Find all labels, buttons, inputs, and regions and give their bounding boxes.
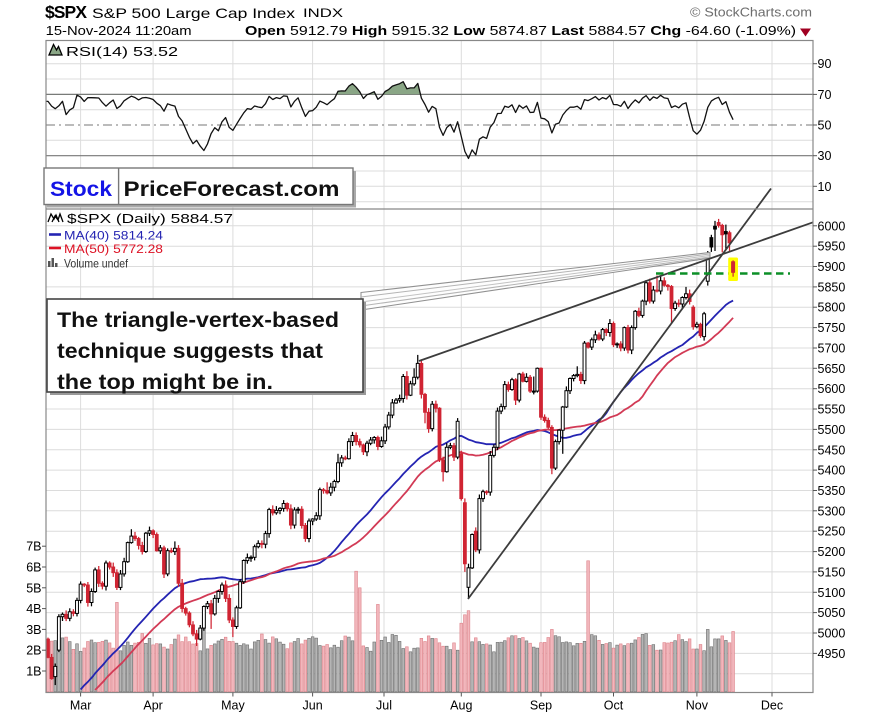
svg-text:The triangle-vertex-based: The triangle-vertex-based (57, 308, 339, 332)
svg-text:1B: 1B (26, 665, 41, 679)
svg-text:5B: 5B (26, 581, 41, 595)
svg-text:5850: 5850 (818, 280, 846, 294)
svg-text:PriceForecast.com: PriceForecast.com (124, 177, 340, 201)
svg-text:5900: 5900 (818, 260, 846, 274)
svg-text:5200: 5200 (818, 545, 846, 559)
svg-text:10: 10 (818, 180, 832, 194)
svg-text:5650: 5650 (818, 362, 846, 376)
svg-text:Volume undef: Volume undef (64, 257, 129, 271)
svg-text:5600: 5600 (818, 382, 846, 396)
svg-text:5050: 5050 (818, 606, 846, 620)
svg-text:S&P 500 Large Cap Index: S&P 500 Large Cap Index (92, 6, 295, 21)
svg-text:5150: 5150 (818, 565, 846, 579)
svg-text:30: 30 (818, 149, 832, 163)
svg-text:5950: 5950 (818, 240, 846, 254)
svg-text:Aug: Aug (450, 699, 472, 713)
svg-text:5300: 5300 (818, 504, 846, 518)
svg-text:6B: 6B (26, 561, 41, 575)
svg-text:Open 5912.79 High 5915.32 Low: Open 5912.79 High 5915.32 Low 5874.87 La… (245, 23, 796, 38)
svg-text:$SPX: $SPX (45, 2, 87, 22)
svg-text:50: 50 (818, 119, 832, 133)
svg-text:Oct: Oct (604, 699, 624, 713)
svg-text:70: 70 (818, 88, 832, 102)
svg-text:Apr: Apr (143, 699, 162, 713)
svg-text:3B: 3B (26, 623, 41, 637)
svg-text:7B: 7B (26, 540, 41, 554)
svg-text:5700: 5700 (818, 342, 846, 356)
svg-text:5000: 5000 (818, 627, 846, 641)
svg-text:Nov: Nov (686, 699, 709, 713)
svg-text:the top might be in.: the top might be in. (57, 370, 273, 394)
svg-text:Jun: Jun (303, 699, 323, 713)
svg-text:$SPX (Daily) 5884.57: $SPX (Daily) 5884.57 (67, 211, 233, 226)
svg-text:5500: 5500 (818, 423, 846, 437)
svg-text:Jul: Jul (376, 699, 392, 713)
svg-text:4B: 4B (26, 602, 41, 616)
svg-text:5400: 5400 (818, 464, 846, 478)
svg-text:90: 90 (818, 57, 832, 71)
svg-text:Dec: Dec (761, 699, 783, 713)
svg-text:INDX: INDX (303, 6, 343, 20)
svg-text:5250: 5250 (818, 525, 846, 539)
svg-text:RSI(14) 53.52: RSI(14) 53.52 (66, 44, 178, 59)
svg-text:May: May (221, 699, 245, 713)
svg-text:Sep: Sep (530, 699, 552, 713)
svg-text:5450: 5450 (818, 443, 846, 457)
svg-text:Stock: Stock (50, 177, 112, 201)
svg-text:5350: 5350 (818, 484, 846, 498)
svg-text:15-Nov-2024 11:20am: 15-Nov-2024 11:20am (46, 23, 192, 38)
svg-text:4950: 4950 (818, 647, 846, 661)
svg-text:MA(40) 5814.24: MA(40) 5814.24 (64, 229, 163, 243)
svg-text:© StockCharts.com: © StockCharts.com (690, 5, 812, 20)
svg-text:5550: 5550 (818, 403, 846, 417)
svg-text:6000: 6000 (818, 219, 846, 233)
svg-text:5100: 5100 (818, 586, 846, 600)
svg-text:5750: 5750 (818, 321, 846, 335)
svg-text:2B: 2B (26, 644, 41, 658)
svg-text:MA(50) 5772.28: MA(50) 5772.28 (64, 242, 163, 256)
svg-text:5800: 5800 (818, 301, 846, 315)
svg-text:Mar: Mar (70, 699, 92, 713)
svg-text:technique suggests that: technique suggests that (57, 339, 323, 363)
